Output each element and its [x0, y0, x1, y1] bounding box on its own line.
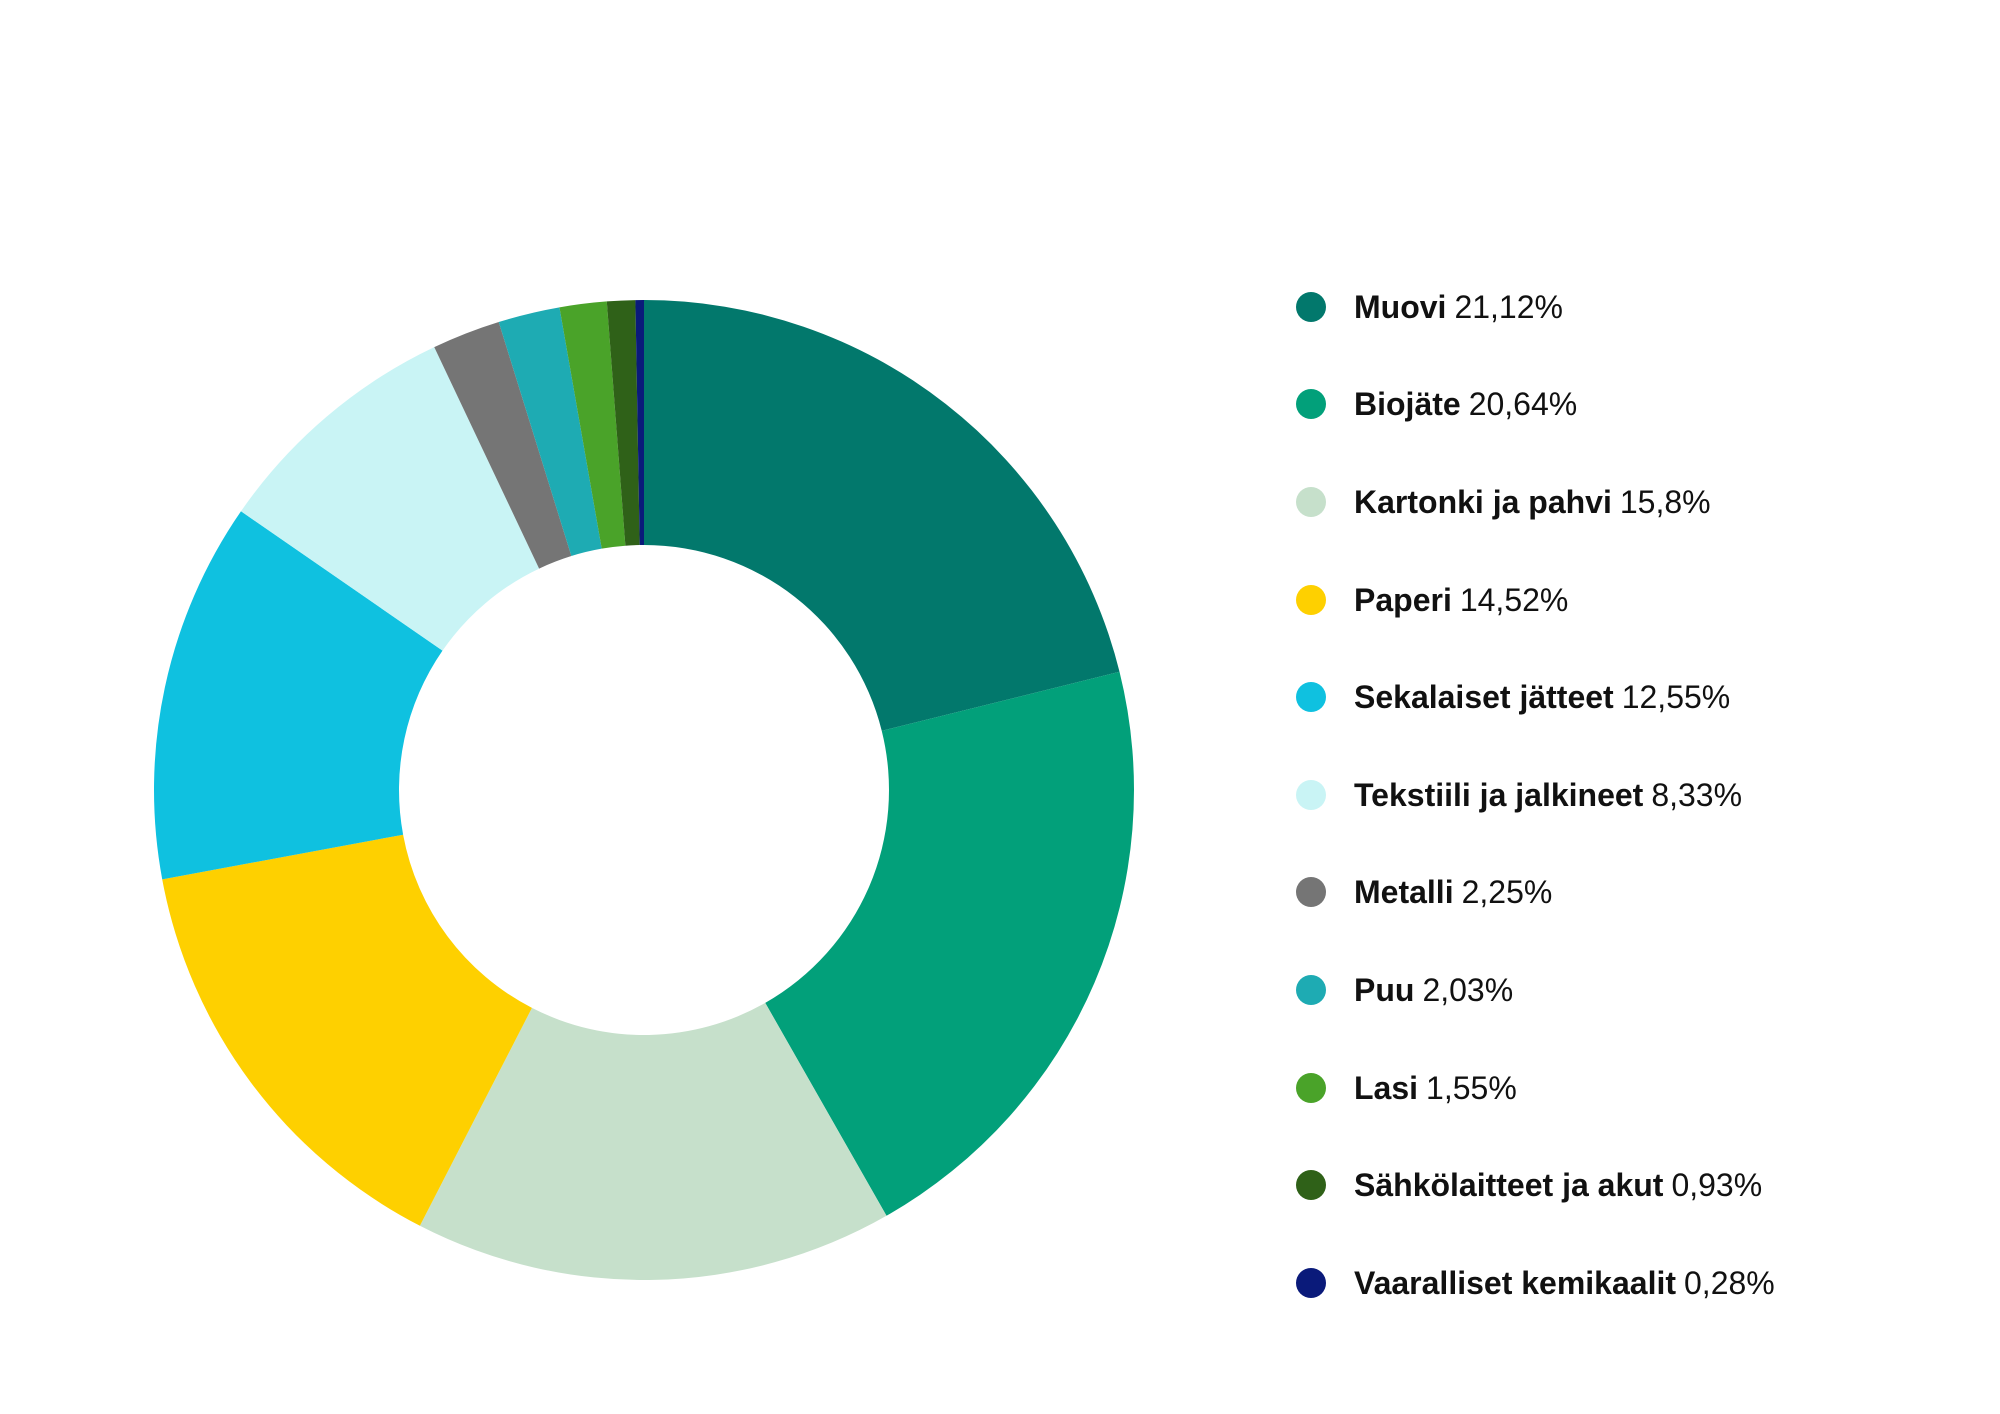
legend-value: 15,8% — [1619, 483, 1711, 520]
donut-slice-2 — [765, 671, 1134, 1216]
donut-slice-4 — [162, 834, 532, 1226]
legend-value: 8,33% — [1651, 776, 1743, 813]
legend-name: Sähkölaitteet ja akut — [1354, 1167, 1664, 1204]
legend-value: 12,55% — [1621, 679, 1731, 716]
legend-item: Kartonki ja pahvi 15,8% — [1296, 453, 1775, 551]
legend-text: Sekalaiset jätteet 12,55% — [1354, 681, 1730, 713]
legend-text: Puu 2,03% — [1354, 974, 1513, 1006]
donut-slice-3 — [419, 1002, 887, 1280]
legend-item: Metalli 2,25% — [1296, 844, 1775, 942]
legend-item: Vaaralliset kemikaalit 0,28% — [1296, 1234, 1775, 1332]
legend-name: Tekstiili ja jalkineet — [1354, 776, 1644, 813]
legend-text: Kartonki ja pahvi 15,8% — [1354, 486, 1711, 518]
legend-text: Sähkölaitteet ja akut 0,93% — [1354, 1169, 1762, 1201]
legend-swatch-icon — [1296, 389, 1326, 420]
legend-item: Tekstiili ja jalkineet 8,33% — [1296, 746, 1775, 844]
legend-name: Puu — [1354, 971, 1415, 1008]
legend-text: Biojäte 20,64% — [1354, 388, 1577, 420]
donut-slice-11 — [635, 300, 644, 546]
legend-swatch-icon — [1296, 1267, 1326, 1298]
legend-swatch-icon — [1296, 584, 1326, 615]
legend-item: Biojäte 20,64% — [1296, 356, 1775, 454]
legend-value: 14,52% — [1459, 581, 1569, 618]
donut-slice-9 — [559, 301, 626, 549]
legend-value: 0,28% — [1684, 1264, 1775, 1301]
donut-slice-10 — [606, 300, 640, 546]
legend-item: Muovi 21,12% — [1296, 258, 1775, 356]
legend-item: Puu 2,03% — [1296, 941, 1775, 1039]
legend-name: Metalli — [1354, 874, 1454, 911]
donut-slice-7 — [434, 322, 572, 569]
legend-text: Lasi 1,55% — [1354, 1072, 1517, 1104]
legend-swatch-icon — [1296, 877, 1326, 908]
legend-value: 0,93% — [1671, 1167, 1763, 1204]
legend-swatch-icon — [1296, 974, 1326, 1005]
legend-name: Kartonki ja pahvi — [1354, 483, 1612, 520]
legend-text: Paperi 14,52% — [1354, 584, 1568, 616]
legend-value: 1,55% — [1426, 1069, 1517, 1106]
legend-name: Vaaralliset kemikaalit — [1354, 1264, 1676, 1301]
legend-text: Metalli 2,25% — [1354, 876, 1552, 908]
legend-item: Lasi 1,55% — [1296, 1039, 1775, 1137]
legend-swatch-icon — [1296, 682, 1326, 713]
legend-name: Muovi — [1354, 288, 1447, 325]
donut-slice-5 — [154, 511, 443, 880]
donut-slice-6 — [240, 347, 540, 651]
legend-name: Lasi — [1354, 1069, 1419, 1106]
donut-chart — [154, 300, 1134, 1280]
legend-name: Biojäte — [1354, 386, 1461, 423]
donut-slices — [154, 300, 1134, 1280]
legend-value: 21,12% — [1454, 288, 1563, 325]
legend-value: 2,03% — [1422, 971, 1514, 1008]
legend-name: Sekalaiset jätteet — [1354, 679, 1614, 716]
donut-slice-1 — [644, 300, 1120, 731]
legend-name: Paperi — [1354, 581, 1452, 618]
legend-text: Muovi 21,12% — [1354, 291, 1563, 323]
legend: Muovi 21,12% Biojäte 20,64% Kartonki ja pahv… — [1296, 258, 1775, 1332]
legend-item: Sekalaiset jätteet 12,55% — [1296, 648, 1775, 746]
legend-text: Vaaralliset kemikaalit 0,28% — [1354, 1267, 1775, 1299]
legend-swatch-icon — [1296, 291, 1326, 322]
legend-swatch-icon — [1296, 486, 1326, 517]
legend-item: Sähkölaitteet ja akut 0,93% — [1296, 1136, 1775, 1234]
legend-value: 20,64% — [1468, 386, 1578, 423]
legend-value: 2,25% — [1461, 874, 1553, 911]
legend-item: Paperi 14,52% — [1296, 551, 1775, 649]
legend-swatch-icon — [1296, 1072, 1326, 1103]
legend-text: Tekstiili ja jalkineet 8,33% — [1354, 779, 1742, 811]
donut-slice-8 — [498, 307, 602, 557]
legend-swatch-icon — [1296, 1170, 1326, 1201]
legend-swatch-icon — [1296, 779, 1326, 810]
